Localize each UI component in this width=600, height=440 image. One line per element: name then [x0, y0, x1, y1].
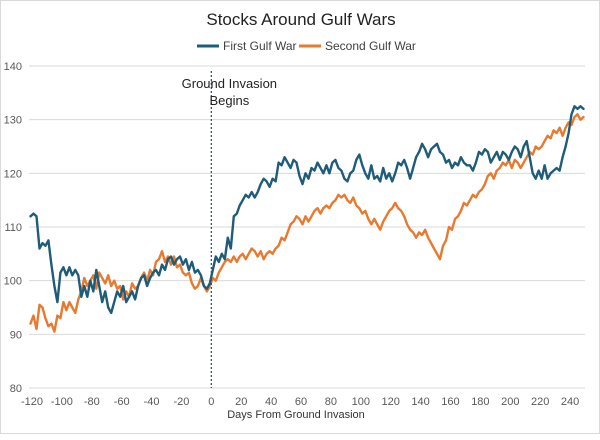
- x-tick-label: 200: [501, 396, 519, 408]
- x-tick-label: -100: [51, 396, 73, 408]
- x-tick-label: 240: [561, 396, 579, 408]
- series-line-first-gulf-war: [29, 105, 585, 315]
- legend: First Gulf War Second Gulf War: [197, 39, 416, 53]
- y-tick-label: 90: [10, 329, 22, 341]
- x-tick-label: 60: [295, 396, 307, 408]
- y-tick-label: 100: [4, 276, 22, 288]
- legend-label-second-gulf-war: Second Gulf War: [325, 39, 416, 53]
- chart-title: Stocks Around Gulf Wars: [206, 10, 395, 29]
- x-tick-label: 40: [265, 396, 277, 408]
- x-tick-label: 120: [382, 396, 400, 408]
- x-tick-label: -80: [84, 396, 100, 408]
- x-tick-label: -60: [114, 396, 130, 408]
- x-tick-label: -20: [173, 396, 189, 408]
- y-tick-label: 140: [4, 61, 22, 73]
- gridlines: [29, 65, 585, 389]
- y-tick-label: 80: [10, 383, 22, 395]
- series-layer: [29, 105, 585, 333]
- y-axis-ticks: 80 90 100 110 120 130 140: [4, 61, 22, 395]
- x-tick-label: 140: [411, 396, 429, 408]
- x-axis-ticks: -120 -100 -80 -60 -40 -20 0 20 40 60 80 100 120 140 16…: [21, 396, 579, 408]
- x-tick-label: 0: [208, 396, 214, 408]
- x-tick-label: 100: [352, 396, 370, 408]
- x-tick-label: 220: [531, 396, 549, 408]
- legend-label-first-gulf-war: First Gulf War: [223, 39, 297, 53]
- x-tick-label: -40: [144, 396, 160, 408]
- annotation-layer: Ground Invasion Begins: [182, 71, 277, 388]
- y-tick-label: 110: [4, 222, 22, 234]
- y-tick-label: 130: [4, 115, 22, 127]
- x-tick-label: 80: [325, 396, 337, 408]
- annotation-label: Begins: [209, 93, 249, 108]
- x-tick-label: 160: [441, 396, 459, 408]
- x-tick-label: 20: [235, 396, 247, 408]
- x-tick-label: -120: [21, 396, 43, 408]
- x-tick-label: 180: [471, 396, 489, 408]
- x-axis-title: Days From Ground Invasion: [227, 409, 365, 421]
- series-line-second-gulf-war: [29, 113, 585, 333]
- annotation-label: Ground Invasion: [182, 76, 277, 91]
- y-tick-label: 120: [4, 168, 22, 180]
